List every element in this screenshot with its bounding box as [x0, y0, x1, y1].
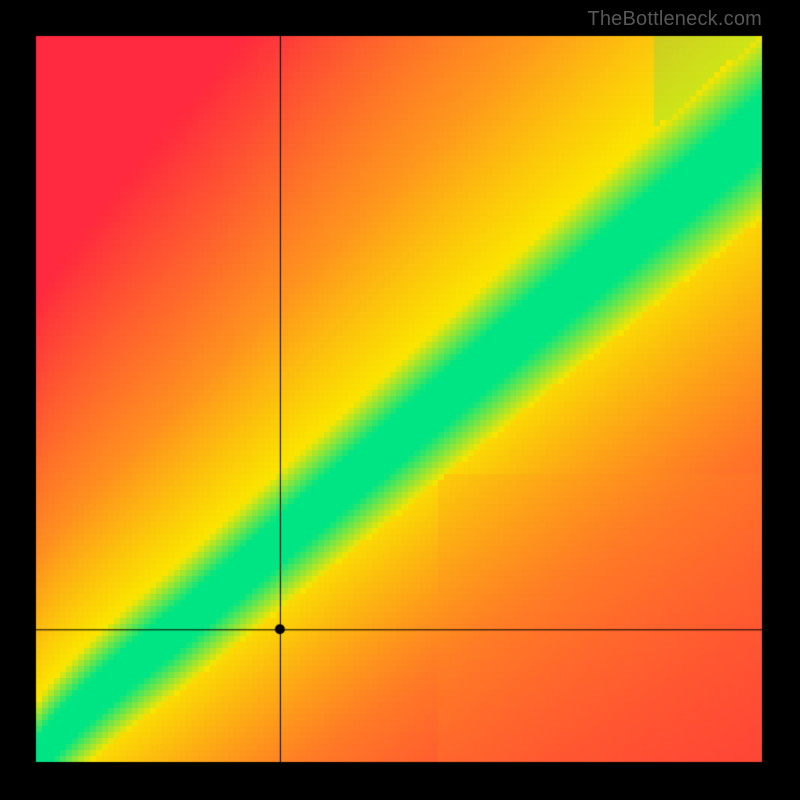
watermark-text: TheBottleneck.com	[587, 8, 762, 31]
chart-container: { "watermark": { "text": "TheBottleneck.…	[0, 0, 800, 800]
bottleneck-heatmap	[0, 0, 800, 800]
